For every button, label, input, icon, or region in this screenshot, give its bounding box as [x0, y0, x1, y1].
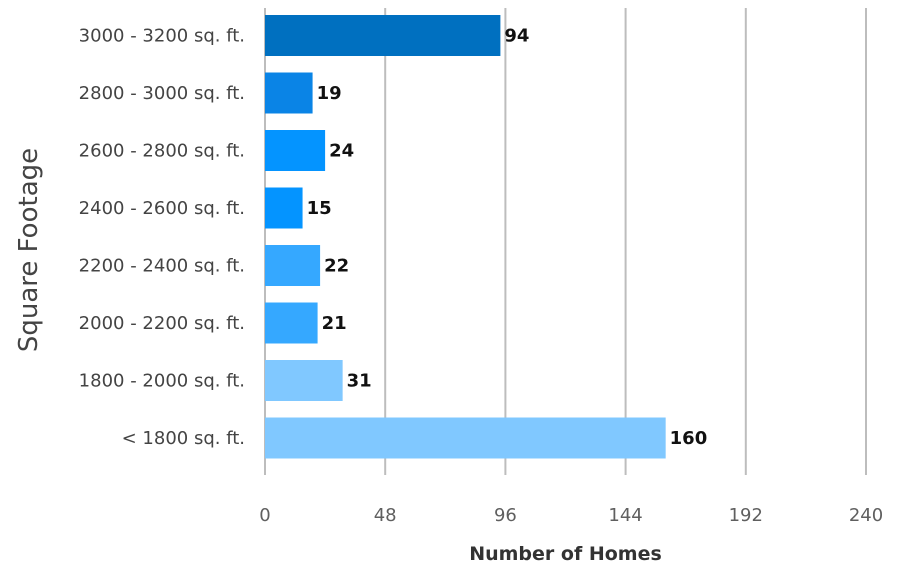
category-label: 2200 - 2400 sq. ft. — [79, 256, 245, 277]
x-tick-label: 48 — [374, 505, 397, 526]
data-label: 22 — [324, 256, 349, 277]
category-label: 2800 - 3000 sq. ft. — [79, 83, 245, 104]
data-label: 31 — [347, 371, 372, 392]
bar — [265, 72, 313, 114]
category-label: 1800 - 2000 sq. ft. — [79, 371, 245, 392]
y-axis-title: Square Footage — [14, 148, 44, 352]
category-label: 3000 - 3200 sq. ft. — [79, 26, 245, 47]
bar — [265, 417, 666, 459]
x-tick-labels: 0 48 96 144 192 240 — [259, 505, 883, 526]
category-label: 2400 - 2600 sq. ft. — [79, 198, 245, 219]
bar — [265, 302, 318, 344]
category-label: < 1800 sq. ft. — [122, 428, 245, 449]
x-tick-label: 96 — [494, 505, 517, 526]
x-tick-label: 0 — [259, 505, 270, 526]
data-label: 160 — [670, 428, 708, 449]
x-tick-label: 192 — [729, 505, 763, 526]
category-label: 2600 - 2800 sq. ft. — [79, 141, 245, 162]
data-label: 94 — [504, 26, 529, 47]
bar — [265, 15, 501, 56]
x-axis-title: Number of Homes — [469, 543, 662, 565]
gridlines — [264, 8, 867, 475]
category-labels: 3000 - 3200 sq. ft. 2800 - 3000 sq. ft. 26… — [79, 26, 245, 450]
bar — [265, 187, 303, 229]
bar — [265, 360, 343, 401]
x-tick-label: 144 — [608, 505, 642, 526]
data-label: 24 — [329, 141, 354, 162]
bar — [265, 130, 326, 171]
category-label: 2000 - 2200 sq. ft. — [79, 313, 245, 334]
data-label: 21 — [322, 313, 347, 334]
bars — [265, 15, 666, 459]
data-label: 15 — [307, 198, 332, 219]
x-tick-label: 240 — [849, 505, 883, 526]
bar — [265, 245, 321, 286]
data-label: 19 — [317, 83, 342, 104]
value-labels: 94 19 24 15 22 21 31 160 — [307, 26, 708, 450]
